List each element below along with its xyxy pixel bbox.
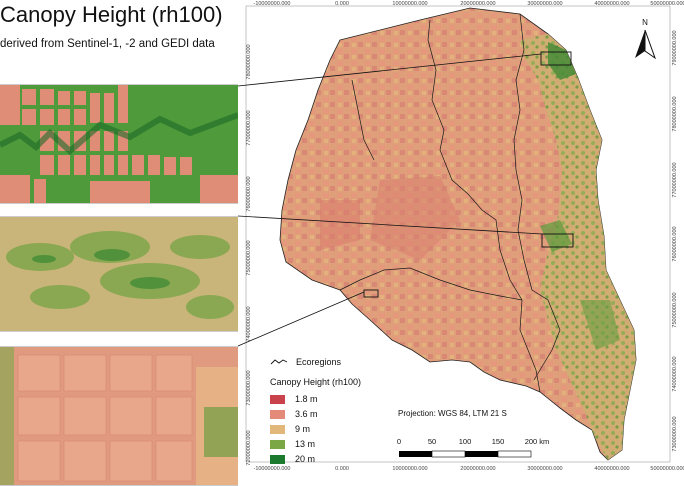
grid-tick-label: 10000000.000 (392, 466, 427, 472)
north-label: N (642, 18, 648, 27)
scale-label: 50 (427, 437, 437, 446)
legend-ecoregions: Ecoregions (270, 356, 341, 368)
legend-class-label: 9 m (295, 424, 311, 434)
zoom-rect-1 (540, 51, 572, 66)
map-title: Canopy Height (rh100) (0, 2, 223, 27)
legend-class-row: 3.6 m (270, 408, 318, 420)
grid-tick-label: 73000000.000 (246, 370, 252, 405)
zoom-rect-2 (541, 233, 574, 248)
grid-tick-label: 78000000.000 (672, 96, 678, 131)
grid-tick-label: -10000000.000 (253, 466, 290, 472)
grid-tick-label: 0.000 (335, 1, 349, 7)
ecoregion-boundaries (339, 13, 561, 393)
scale-label: 200 km (524, 437, 550, 446)
grid-tick-label: 0.000 (335, 466, 349, 472)
left-tick-labels: 78000000.000 77000000.000 76000000.000 7500… (246, 44, 252, 465)
grid-tick-label: 72000000.000 (246, 430, 252, 465)
grid-tick-label: -10000000.000 (253, 1, 290, 7)
grid-tick-label: 76000000.000 (672, 226, 678, 261)
grid-tick-label: 40000000.000 (594, 466, 629, 472)
right-tick-labels: 79000000.000 78000000.000 77000000.000 7600… (672, 30, 678, 451)
map-subtitle: derived from Sentinel-1, -2 and GEDI dat… (0, 38, 215, 50)
legend-class-row: 13 m (270, 438, 315, 450)
zoom-connectors (237, 53, 543, 347)
grid-tick-label: 50000000.000 (650, 466, 684, 472)
grid-tick-label: 40000000.000 (594, 1, 629, 7)
legend-class-row: 9 m (270, 423, 310, 435)
scale-label: 150 (491, 437, 505, 446)
grid-tick-label: 20000000.000 (460, 466, 495, 472)
projection-label: Projection: WGS 84, LTM 21 S (398, 409, 507, 418)
grid-tick-label: 79000000.000 (672, 30, 678, 65)
grid-tick-label: 75000000.000 (246, 240, 252, 275)
grid-tick-label: 10000000.000 (392, 1, 427, 7)
grid-tick-label: 30000000.000 (527, 466, 562, 472)
zoom-rects (363, 51, 574, 298)
legend-swatch (270, 439, 285, 449)
scale-label: 0 (396, 437, 402, 446)
green-band-east (520, 34, 636, 460)
legend-class-row: 20 m (270, 453, 315, 465)
scale-label: 100 (458, 437, 472, 446)
scale-bar (399, 450, 532, 458)
grid-tick-label: 50000000.000 (650, 1, 684, 7)
grid-tick-label: 73000000.000 (672, 416, 678, 451)
grid-tick-label: 74000000.000 (672, 356, 678, 391)
legend-class-label: 20 m (295, 454, 316, 464)
grid-tick-label: 75000000.000 (672, 292, 678, 327)
legend-swatch (270, 424, 285, 434)
grid-tick-label: 78000000.000 (246, 44, 252, 79)
ecoregion-line-icon (270, 358, 288, 366)
legend-ecoregions-label: Ecoregions (296, 357, 342, 367)
legend-class-label: 13 m (295, 439, 316, 449)
grid-tick-label: 30000000.000 (527, 1, 562, 7)
legend-swatch (270, 454, 285, 464)
north-arrow: N (633, 18, 657, 60)
inset-natural-vegetation (0, 216, 238, 332)
north-arrow-icon (635, 29, 656, 60)
grid-tick-label: 77000000.000 (246, 110, 252, 145)
legend-class-label: 1.8 m (295, 394, 318, 404)
zoom-rect-3 (363, 289, 379, 298)
legend-class-row: 1.8 m (270, 393, 318, 405)
legend-swatch (270, 409, 285, 419)
inset-plantation-grid (0, 346, 238, 486)
legend-swatch (270, 394, 285, 404)
legend-canopy-title: Canopy Height (rh100) (270, 377, 362, 387)
legend-class-label: 3.6 m (295, 409, 318, 419)
grid-tick-label: 74000000.000 (246, 306, 252, 341)
top-tick-labels: -10000000.000 0.000 10000000.000 20000000.0… (253, 1, 684, 7)
inset-cropland-grid (0, 84, 238, 204)
grid-tick-label: 20000000.000 (460, 1, 495, 7)
bottom-tick-labels: -10000000.000 0.000 10000000.000 20000000.0… (253, 466, 684, 472)
grid-tick-label: 76000000.000 (246, 176, 252, 211)
grid-frame (245, 5, 671, 463)
grid-tick-label: 77000000.000 (672, 162, 678, 197)
